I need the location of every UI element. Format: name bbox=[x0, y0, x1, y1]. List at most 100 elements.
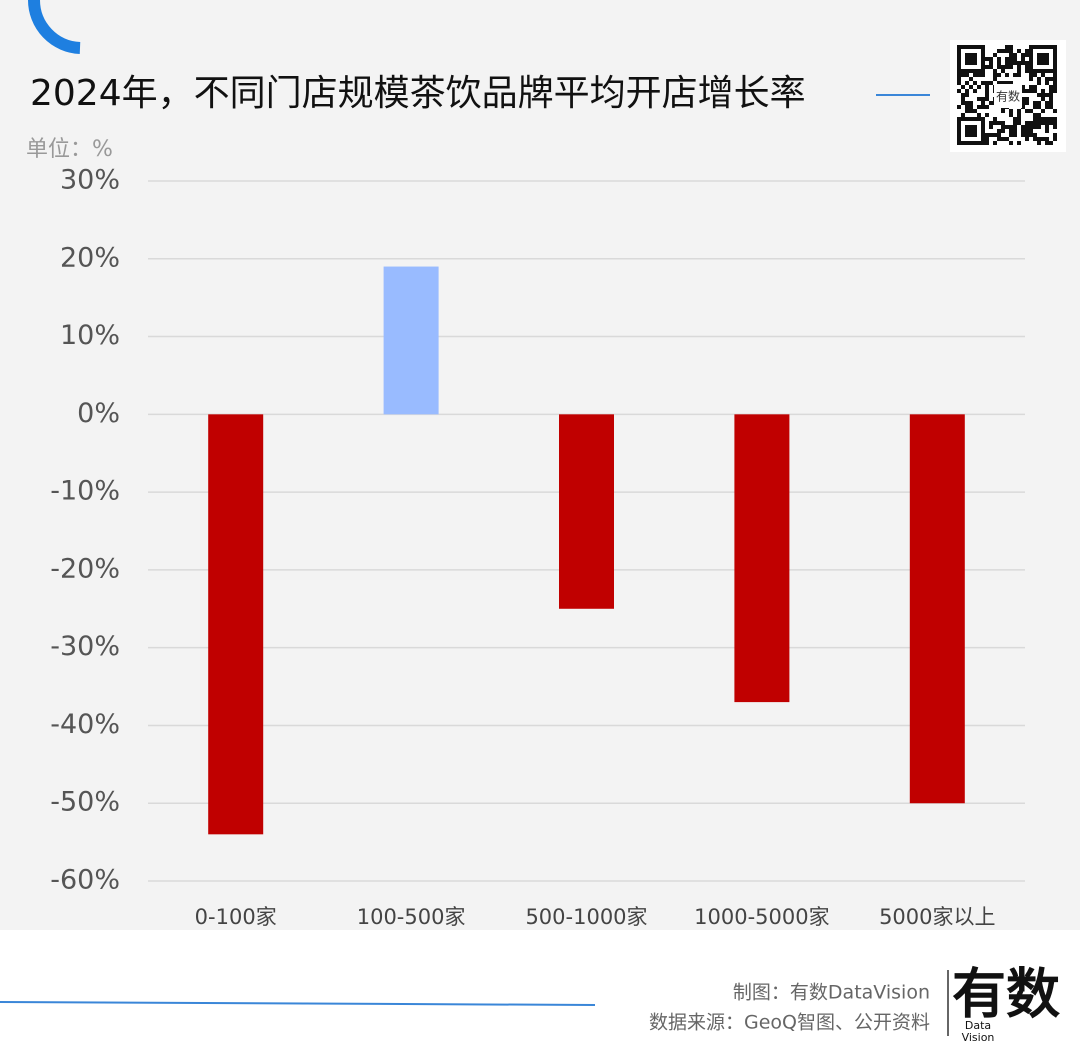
qr-cell bbox=[1029, 121, 1033, 125]
unit-label: 单位：% bbox=[26, 137, 113, 162]
qr-cell bbox=[981, 141, 985, 145]
qr-cell bbox=[1033, 105, 1037, 109]
qr-cell bbox=[1009, 133, 1013, 137]
qr-cell bbox=[1045, 69, 1049, 73]
qr-cell bbox=[1017, 113, 1021, 117]
qr-cell bbox=[1001, 121, 1005, 125]
qr-cell bbox=[957, 61, 961, 65]
qr-cell bbox=[1045, 61, 1049, 65]
qr-cell bbox=[1041, 53, 1045, 57]
qr-cell bbox=[1053, 85, 1057, 89]
qr-cell bbox=[1029, 49, 1033, 53]
qr-cell bbox=[965, 141, 969, 145]
qr-cell bbox=[989, 81, 993, 85]
qr-cell bbox=[957, 117, 961, 121]
qr-cell bbox=[961, 117, 965, 121]
qr-cell bbox=[985, 97, 989, 101]
qr-cell bbox=[1029, 69, 1033, 73]
qr-cell bbox=[965, 53, 969, 57]
qr-cell bbox=[977, 113, 981, 117]
qr-cell bbox=[985, 65, 989, 69]
qr-cell bbox=[973, 117, 977, 121]
qr-cell bbox=[969, 125, 973, 129]
qr-cell bbox=[965, 129, 969, 133]
qr-cell bbox=[973, 141, 977, 145]
qr-cell bbox=[1041, 45, 1045, 49]
qr-cell bbox=[997, 73, 1001, 77]
qr-cell bbox=[981, 101, 985, 105]
y-tick-label: 30% bbox=[60, 165, 120, 196]
qr-cell bbox=[981, 105, 985, 109]
qr-cell bbox=[997, 129, 1001, 133]
qr-cell bbox=[977, 73, 981, 77]
qr-cell bbox=[985, 85, 989, 89]
qr-cell bbox=[1037, 113, 1041, 117]
qr-cell bbox=[1029, 45, 1033, 49]
qr-cell bbox=[1029, 89, 1033, 93]
qr-cell bbox=[969, 133, 973, 137]
qr-cell bbox=[981, 81, 985, 85]
qr-cell bbox=[1025, 97, 1029, 101]
qr-cell bbox=[1001, 49, 1005, 53]
qr-cell bbox=[1037, 81, 1041, 85]
qr-cell bbox=[1053, 89, 1057, 93]
qr-cell bbox=[1009, 57, 1013, 61]
qr-cell bbox=[981, 65, 985, 69]
qr-cell bbox=[1033, 113, 1037, 117]
qr-cell bbox=[1029, 57, 1033, 61]
qr-cell bbox=[1017, 69, 1021, 73]
qr-cell bbox=[957, 45, 961, 49]
y-tick-label: -10% bbox=[50, 476, 120, 507]
qr-cell bbox=[1033, 45, 1037, 49]
qr-cell bbox=[957, 65, 961, 69]
qr-cell bbox=[1017, 117, 1021, 121]
qr-cell bbox=[1045, 141, 1049, 145]
qr-cell bbox=[1005, 61, 1009, 65]
x-tick-label: 500-1000家 bbox=[525, 905, 647, 929]
qr-cell bbox=[1033, 69, 1037, 73]
qr-cell bbox=[989, 133, 993, 137]
qr-cell bbox=[961, 73, 965, 77]
qr-cell bbox=[997, 81, 1001, 85]
qr-cell bbox=[985, 113, 989, 117]
qr-cell bbox=[1009, 129, 1013, 133]
y-tick-label: 20% bbox=[60, 242, 120, 273]
qr-cell bbox=[957, 141, 961, 145]
qr-cell bbox=[981, 137, 985, 141]
qr-cell bbox=[1029, 61, 1033, 65]
qr-cell bbox=[1009, 53, 1013, 57]
qr-label: 有数 bbox=[996, 89, 1020, 104]
qr-cell bbox=[993, 69, 997, 73]
qr-cell bbox=[1045, 129, 1049, 133]
qr-cell bbox=[977, 45, 981, 49]
qr-cell bbox=[961, 113, 965, 117]
qr-cell bbox=[977, 97, 981, 101]
logo-sub: Vision bbox=[962, 1031, 995, 1044]
qr-cell bbox=[981, 53, 985, 57]
qr-cell bbox=[1025, 89, 1029, 93]
qr-cell bbox=[1001, 129, 1005, 133]
qr-cell bbox=[1009, 49, 1013, 53]
qr-cell bbox=[1017, 121, 1021, 125]
qr-cell bbox=[957, 133, 961, 137]
qr-cell bbox=[1017, 73, 1021, 77]
qr-cell bbox=[1021, 85, 1025, 89]
qr-cell bbox=[1041, 137, 1045, 141]
qr-cell bbox=[969, 141, 973, 145]
qr-cell bbox=[957, 57, 961, 61]
qr-cell bbox=[1037, 69, 1041, 73]
qr-cell bbox=[1033, 101, 1037, 105]
qr-cell bbox=[973, 61, 977, 65]
qr-cell bbox=[977, 85, 981, 89]
qr-cell bbox=[1037, 101, 1041, 105]
qr-cell bbox=[981, 121, 985, 125]
qr-cell bbox=[1053, 61, 1057, 65]
qr-cell bbox=[997, 137, 1001, 141]
qr-cell bbox=[969, 129, 973, 133]
qr-cell bbox=[993, 53, 997, 57]
qr-cell bbox=[1029, 129, 1033, 133]
qr-cell bbox=[965, 105, 969, 109]
qr-cell bbox=[1025, 137, 1029, 141]
qr-cell bbox=[1037, 57, 1041, 61]
qr-cell bbox=[1053, 133, 1057, 137]
